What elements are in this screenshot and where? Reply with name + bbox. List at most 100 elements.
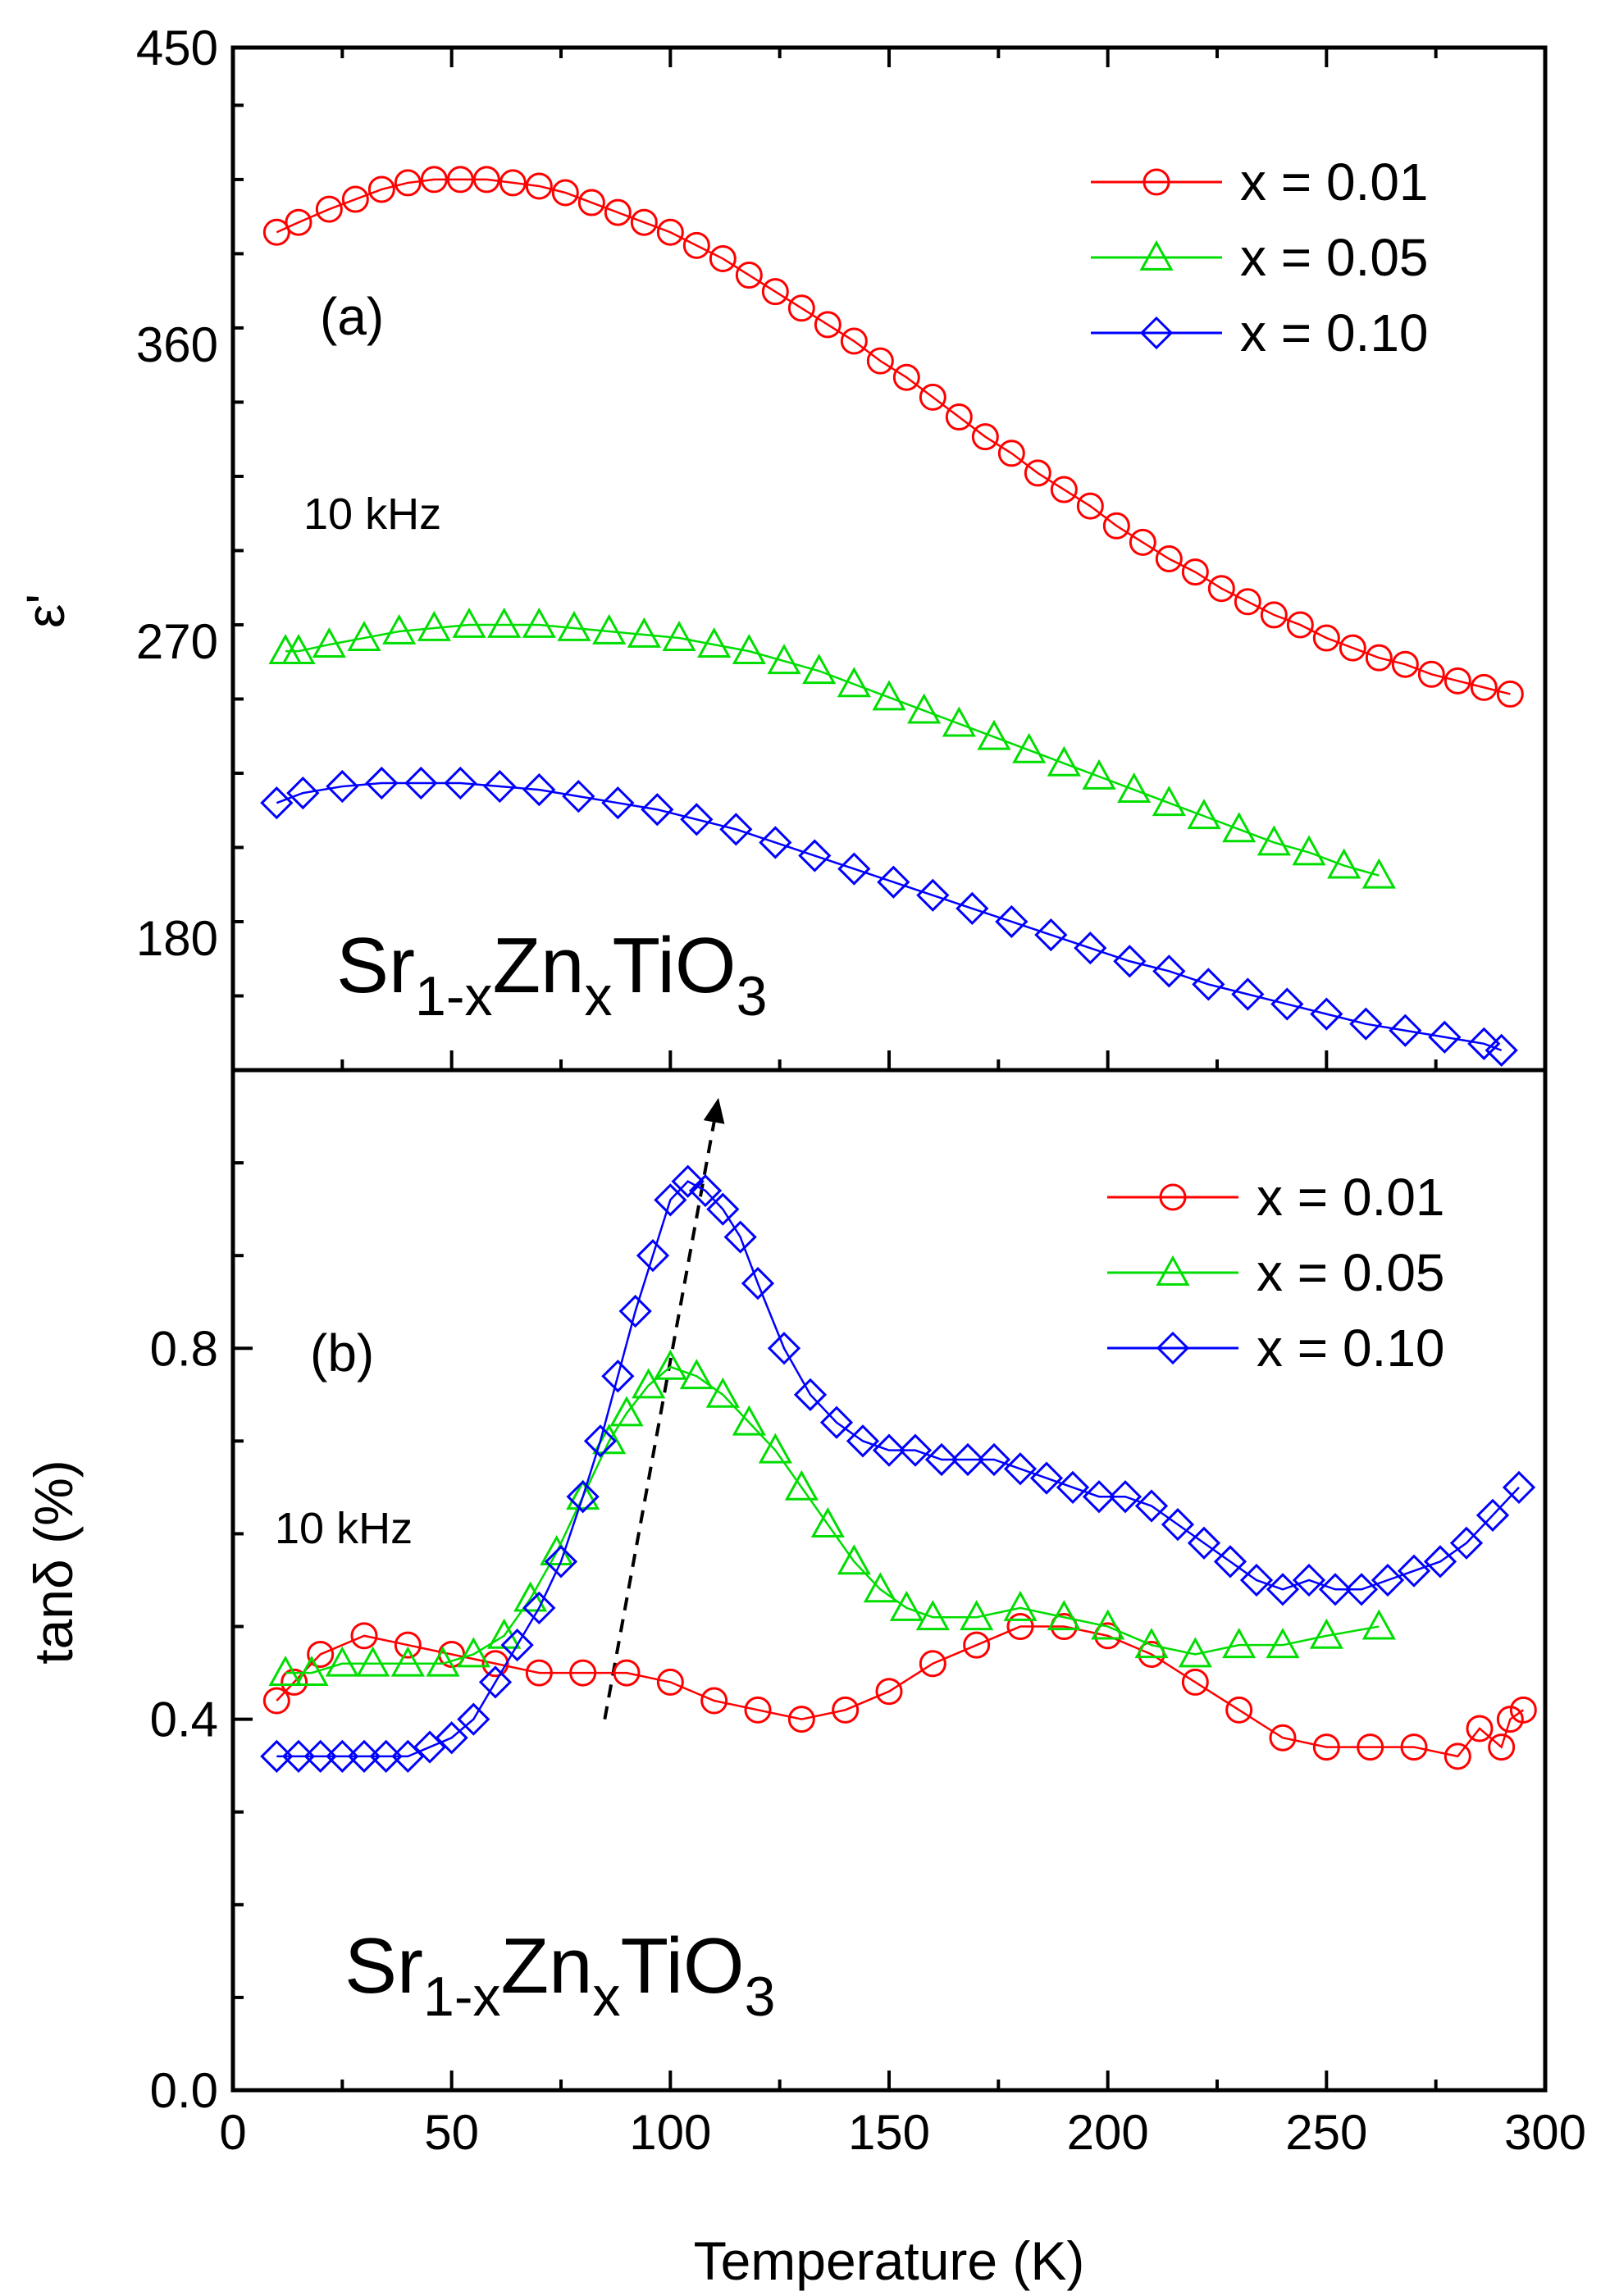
panel-a-series [260,166,1524,1067]
data-point [452,607,486,638]
data-point [426,1646,460,1677]
data-point [1076,492,1104,520]
data-point [1449,1526,1484,1560]
data-point [1029,1461,1064,1495]
data-point [601,786,635,820]
data-point [814,311,841,339]
data-point [365,766,399,800]
data-point [759,826,792,859]
data-point [478,1665,513,1699]
data-point [285,208,312,236]
data-point [1423,1545,1457,1578]
data-point [1187,799,1221,830]
data-point [1502,1470,1536,1505]
data-point [483,769,517,804]
data-point [325,1646,359,1677]
formula-a-sub1: 1-x [415,965,492,1027]
data-point [1161,1508,1195,1542]
data-point [307,1640,335,1668]
data-point [680,803,714,836]
x-tick-label: 300 [1504,2105,1586,2160]
data-point [837,852,871,886]
data-point [367,175,395,203]
data-point [551,179,579,207]
panel-a-legend: x = 0.01 x = 0.05 x = 0.10 [1091,153,1429,362]
x-tick-label: 250 [1285,2105,1367,2160]
panel-a-formula: Sr1-xZnxTiO3 [336,922,767,1027]
data-point [719,813,753,846]
data-point [286,776,320,810]
formula-b-sub3: 3 [745,1966,776,2028]
data-point [1117,772,1152,803]
data-point [604,198,632,226]
data-point [784,1469,819,1501]
data-point [281,1739,316,1773]
data-point [951,1442,985,1477]
data-point [758,1433,792,1464]
data-point [456,1637,490,1668]
data-point [394,169,422,197]
data-point [499,169,527,197]
data-point [522,1591,556,1625]
series-line-2 [276,1180,1520,1758]
panel-b-formula: Sr1-xZnxTiO3 [344,1922,775,2028]
legend-label: x = 0.10 [1240,303,1429,362]
data-point [326,1739,359,1773]
formula-a-sub3: 3 [737,965,768,1027]
data-point [1269,1724,1297,1752]
data-point [592,613,627,645]
data-point [1266,1573,1300,1606]
data-point [562,780,595,813]
data-point [1134,1628,1169,1659]
data-point [390,1646,425,1677]
legend-label: x = 0.01 [1257,1168,1445,1227]
data-point [630,208,658,236]
data-point [260,1739,294,1773]
data-point [1102,512,1130,540]
data-point [1113,945,1147,978]
formula-a-sub2: x [585,965,613,1027]
data-point [601,1360,635,1393]
formula-a-part3: TiO [613,922,737,1009]
panel-a-ylabel: ε' [15,594,75,628]
data-point [1134,1489,1169,1523]
data-point [1012,732,1047,763]
x-tick-label: 50 [424,2105,479,2160]
data-point [963,1631,991,1659]
y-tick-label: 0.0 [150,2063,218,2118]
data-point [654,1183,687,1217]
data-point [544,1545,578,1578]
formula-a-part2: Zn [492,922,584,1009]
x-tick-label: 200 [1067,2105,1149,2160]
data-point [1488,1733,1516,1761]
data-point [741,1266,775,1301]
data-point [767,1332,801,1365]
data-point [1496,680,1524,708]
data-point [1470,673,1498,701]
data-point [618,1294,652,1328]
y-tick-label: 0.4 [150,1692,218,1747]
data-point [627,617,661,648]
data-point [1152,954,1186,988]
data-point [1475,1498,1510,1532]
data-point [1207,575,1235,603]
data-point [832,1696,860,1724]
data-point [1312,624,1340,652]
data-point [472,166,500,194]
data-point [723,1220,757,1254]
data-point [1056,1470,1090,1505]
data-point [1389,1014,1422,1047]
data-point [1257,825,1291,856]
data-point [641,793,674,827]
data-point [1260,601,1288,629]
data-point [866,347,894,375]
panel-b-series [260,1164,1537,1773]
data-point [1222,812,1257,843]
data-point [744,1696,772,1724]
panel-a-annotation: 10 kHz [303,490,441,539]
data-point [347,1739,381,1773]
data-point [566,1479,600,1510]
x-tick-label: 150 [848,2105,930,2160]
data-point [522,607,556,638]
data-point [404,766,438,800]
